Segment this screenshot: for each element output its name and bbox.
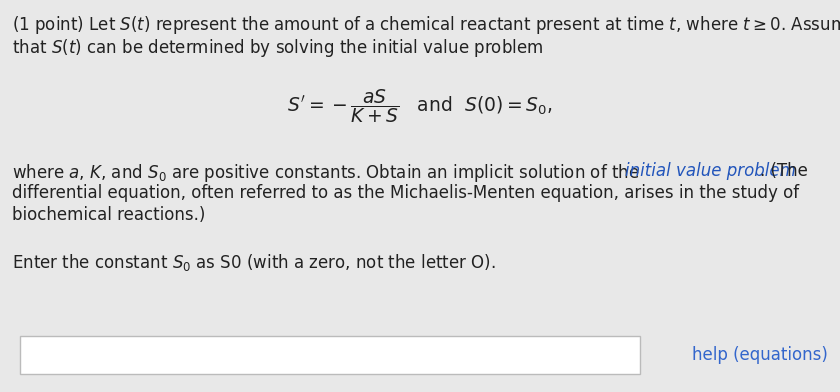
- Text: . (The: . (The: [760, 162, 808, 180]
- Text: biochemical reactions.): biochemical reactions.): [12, 206, 205, 224]
- Text: differential equation, often referred to as the Michaelis-Menten equation, arise: differential equation, often referred to…: [12, 184, 799, 202]
- Text: where $a$, $K$, and $S_0$ are positive constants. Obtain an implicit solution of: where $a$, $K$, and $S_0$ are positive c…: [12, 162, 640, 184]
- Text: help (equations): help (equations): [692, 346, 828, 364]
- Text: $S' = -\dfrac{aS}{K+S}\;$  and  $S(0) = S_0,$: $S' = -\dfrac{aS}{K+S}\;$ and $S(0) = S_…: [287, 87, 553, 125]
- Text: that $S(t)$ can be determined by solving the initial value problem: that $S(t)$ can be determined by solving…: [12, 37, 543, 59]
- Text: initial value problem: initial value problem: [625, 162, 795, 180]
- Text: Enter the constant $S_0$ as S0 (with a zero, not the letter O).: Enter the constant $S_0$ as S0 (with a z…: [12, 252, 496, 273]
- FancyBboxPatch shape: [20, 336, 640, 374]
- Text: (1 point) Let $S(t)$ represent the amount of a chemical reactant present at time: (1 point) Let $S(t)$ represent the amoun…: [12, 14, 840, 36]
